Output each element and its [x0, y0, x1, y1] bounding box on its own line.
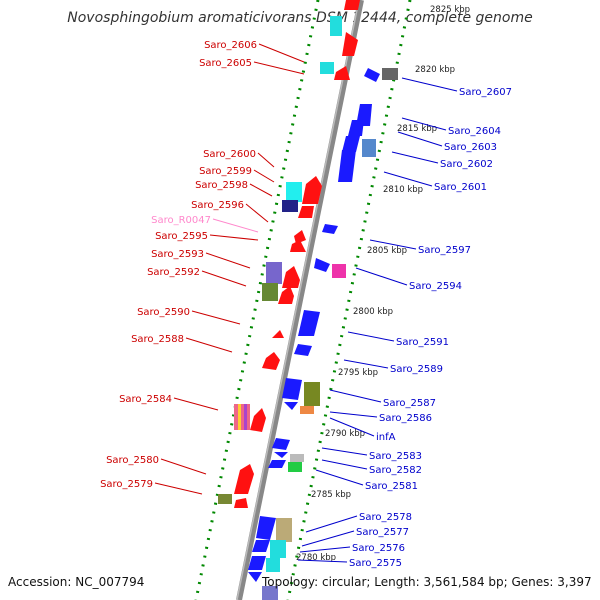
gene-label-left: Saro_2595 [155, 231, 208, 242]
reverse-strand-genes [218, 0, 360, 508]
gene-label-left: Saro_2592 [147, 267, 200, 278]
gene-label-right: Saro_2587 [383, 398, 436, 409]
kbp-tick-label: 2785 kbp [311, 490, 351, 500]
gene-label-right: Saro_2603 [444, 142, 497, 153]
left-track-guide [194, 0, 320, 600]
gene-label-right: Saro_2577 [356, 527, 409, 538]
left-label-connector [249, 183, 273, 197]
gene-label-right: infA [376, 432, 396, 443]
gene-label-left: Saro_2584 [119, 394, 172, 405]
gene-label-left: Saro_2598 [195, 180, 248, 191]
gene-label-right: Saro_2597 [418, 245, 471, 256]
right-label-connector [321, 459, 368, 470]
gene-label-right: Saro_2594 [409, 281, 462, 292]
gene-label-left: Saro_R0047 [151, 215, 211, 226]
right-label-layer: Saro_2607 Saro_2604 Saro_2603 Saro_2602 Saro… [297, 77, 512, 569]
right-label-connector [383, 171, 433, 187]
left-label-connector [201, 270, 247, 287]
topology-text: Topology: circular; Length: 3,561,584 bp… [262, 575, 592, 589]
right-label-connector [347, 331, 395, 342]
gene-label-left: Saro_2590 [137, 307, 190, 318]
gene-label-right: Saro_2589 [390, 364, 443, 375]
kbp-tick-label: 2800 kbp [353, 307, 393, 317]
right-label-connector [369, 239, 417, 250]
accession-text: Accession: NC_007794 [8, 575, 145, 589]
forward-strand-genes [248, 68, 398, 600]
gene-label-left: Saro_2593 [151, 249, 204, 260]
kbp-tick-label: 2780 kbp [296, 553, 336, 563]
left-label-connector [154, 482, 203, 495]
right-label-connector [343, 359, 389, 369]
gene-label-right: Saro_2602 [440, 159, 493, 170]
right-label-connector [391, 151, 439, 164]
left-label-connector [253, 169, 275, 183]
kbp-tick-label: 2810 kbp [383, 185, 423, 195]
genome-backbone-highlight [236, 0, 360, 600]
right-label-connector [401, 117, 447, 131]
kbp-tick-label: 2825 kbp [430, 5, 470, 15]
gene-label-left: Saro_2606 [204, 40, 257, 51]
right-label-connector [329, 411, 378, 418]
left-label-layer: Saro_2606 Saro_2605 Saro_2600 Saro_2599 Saro… [100, 40, 305, 495]
left-label-connector [258, 43, 305, 63]
gene-label-right: Saro_2583 [369, 451, 422, 462]
left-label-connector [257, 152, 275, 168]
left-label-connector [205, 252, 251, 269]
left-label-connector [160, 458, 207, 475]
right-label-connector [355, 267, 408, 286]
right-label-connector [305, 515, 358, 533]
gene-label-right: Saro_2576 [352, 543, 405, 554]
left-label-connector [191, 310, 241, 325]
right-label-connector [301, 530, 355, 547]
genome-backbone [236, 0, 364, 600]
right-label-connector [401, 77, 458, 92]
gene-label-right: Saro_2604 [448, 126, 501, 137]
kbp-tick-label: 2795 kbp [338, 368, 378, 378]
left-label-connector [245, 203, 269, 223]
gene-label-left: Saro_2605 [199, 58, 252, 69]
kbp-tick-label: 2815 kbp [397, 124, 437, 134]
kbp-tick-layer: 2825 kbp 2820 kbp 2815 kbp 2810 kbp 2805 kbp… [296, 5, 470, 563]
gene-label-right: Saro_2591 [396, 337, 449, 348]
kbp-tick-label: 2820 kbp [415, 65, 455, 75]
right-track-guide [286, 0, 412, 600]
right-label-connector [397, 131, 443, 147]
gene-label-left: Saro_2588 [131, 334, 184, 345]
gene-label-right: Saro_2581 [365, 481, 418, 492]
gene-label-right: Saro_2575 [349, 558, 402, 569]
map-title: Novosphingobium aromaticivorans DSM 1244… [67, 10, 533, 26]
gene-label-right: Saro_2582 [369, 465, 422, 476]
gene-label-right: Saro_2601 [434, 182, 487, 193]
gene-label-right: Saro_2586 [379, 413, 432, 424]
left-label-connector [212, 218, 259, 233]
right-label-connector [315, 469, 364, 486]
left-label-connector [209, 234, 259, 241]
right-label-connector [321, 447, 368, 456]
left-label-connector [185, 337, 233, 353]
right-label-connector [299, 546, 351, 553]
kbp-tick-label: 2790 kbp [325, 429, 365, 439]
kbp-tick-label: 2805 kbp [367, 246, 407, 256]
gene-label-left: Saro_2579 [100, 479, 153, 490]
left-label-connector [253, 61, 305, 75]
gene-label-left: Saro_2600 [203, 149, 256, 160]
right-label-connector [297, 559, 348, 563]
gene-label-left: Saro_2580 [106, 455, 159, 466]
left-label-connector [173, 397, 219, 411]
gene-label-right: Saro_2607 [459, 87, 512, 98]
gene-label-left: Saro_2599 [199, 166, 252, 177]
right-label-connector [329, 389, 382, 403]
gene-label-right: Saro_2578 [359, 512, 412, 523]
right-label-connector [329, 417, 375, 437]
gene-label-left: Saro_2596 [191, 200, 244, 211]
